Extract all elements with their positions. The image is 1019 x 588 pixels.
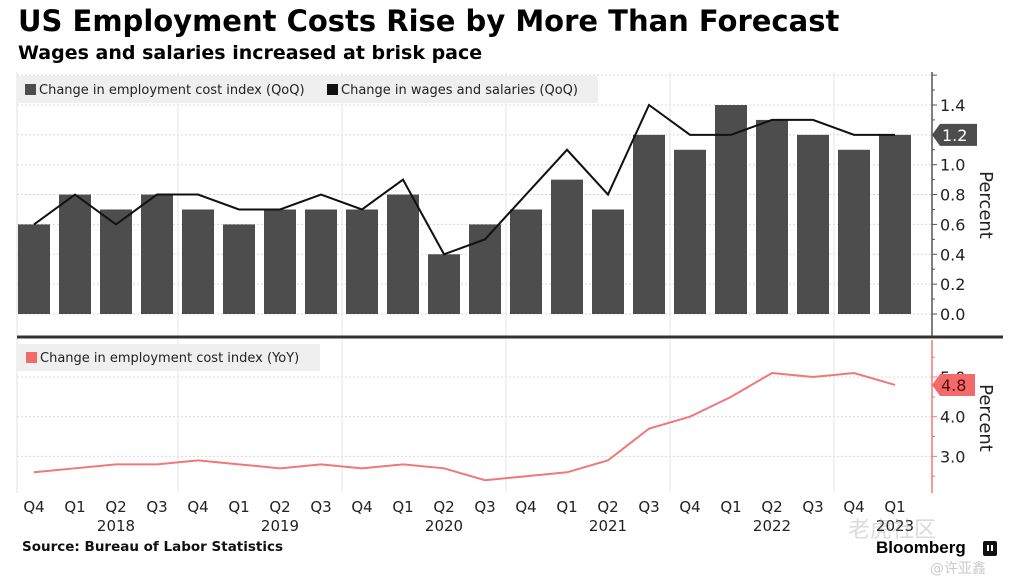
legend-swatch-wages-qoq <box>327 84 338 95</box>
bottom-value-marker-shape <box>932 373 975 396</box>
top-legend-box <box>18 76 598 103</box>
x-quarter-label: Q3 <box>146 498 167 516</box>
bar <box>838 149 870 314</box>
bar <box>387 194 419 314</box>
bar <box>674 149 706 314</box>
x-year-label: 2021 <box>589 517 627 535</box>
top-value-marker-label: 1.2 <box>942 126 967 145</box>
bar <box>469 224 501 314</box>
bottom-y-axis-title: Percent <box>975 384 996 452</box>
legend-label-wages-qoq: Change in wages and salaries (QoQ) <box>341 83 578 98</box>
bar <box>59 194 91 314</box>
bottom-tick-label: 4.0 <box>940 408 965 427</box>
bottom-value-marker-label: 4.8 <box>941 376 966 395</box>
x-year-label: 2019 <box>261 517 299 535</box>
legend-label-ecq-qoq: Change in employment cost index (QoQ) <box>39 83 305 98</box>
bar <box>510 209 542 314</box>
top-tick-label: 0.4 <box>940 245 965 264</box>
bar <box>715 104 747 314</box>
top-value-marker-shape <box>932 123 977 146</box>
x-quarter-label: Q2 <box>597 498 618 516</box>
top-tick-label: 1.0 <box>940 156 965 175</box>
source-note: Source: Bureau of Labor Statistics <box>22 539 284 555</box>
legend-label-eci-yoy: Change in employment cost index (YoY) <box>40 351 299 366</box>
bar <box>756 119 788 314</box>
x-quarter-label: Q4 <box>515 498 536 516</box>
top-last-value-marker: 1.2 <box>932 123 977 146</box>
x-quarter-label: Q4 <box>187 498 208 516</box>
bloomberg-logo: Bloomberg <box>876 538 966 557</box>
bar-series <box>18 104 911 314</box>
chart-title: US Employment Costs Rise by More Than Fo… <box>18 4 840 38</box>
bar <box>633 134 665 314</box>
bottom-legend-box <box>18 344 320 371</box>
bar <box>100 209 132 314</box>
bottom-gridlines <box>17 376 932 457</box>
x-quarter-label: Q3 <box>638 498 659 516</box>
x-quarter-label: Q4 <box>23 498 44 516</box>
x-quarter-label: Q1 <box>556 498 577 516</box>
yoy-line <box>33 372 896 482</box>
bar <box>346 209 378 314</box>
top-tick-label: 0.0 <box>940 305 965 324</box>
bar <box>264 209 296 314</box>
x-year-label: 2018 <box>97 517 135 535</box>
top-tick-label: 0.2 <box>940 275 965 294</box>
chart-subtitle: Wages and salaries increased at brisk pa… <box>18 42 483 64</box>
x-quarter-label: Q3 <box>474 498 495 516</box>
top-tick-label: 1.4 <box>940 96 965 115</box>
bottom-last-value-marker: 4.8 <box>932 373 975 396</box>
bottom-tick-label: 3.0 <box>940 447 965 466</box>
top-tick-label: 0.6 <box>940 215 965 234</box>
bloomberg-icon <box>983 541 997 556</box>
bar <box>305 209 337 314</box>
x-quarter-label: Q2 <box>761 498 782 516</box>
x-quarter-label: Q4 <box>351 498 372 516</box>
x-quarter-label: Q1 <box>392 498 413 516</box>
bar <box>592 209 624 314</box>
x-year-label: 2020 <box>425 517 463 535</box>
top-tick-label: 0.8 <box>940 186 965 205</box>
x-year-label: 2022 <box>753 517 791 535</box>
x-quarter-label: Q4 <box>843 498 864 516</box>
x-quarter-label: Q1 <box>720 498 741 516</box>
bar <box>428 254 460 314</box>
bar <box>141 194 173 314</box>
legend-swatch-ecq-qoq <box>25 84 36 95</box>
bar <box>879 134 911 314</box>
x-quarter-label: Q2 <box>433 498 454 516</box>
x-quarter-label: Q1 <box>228 498 249 516</box>
bar <box>18 224 50 314</box>
x-quarter-label: Q1 <box>884 498 905 516</box>
watermark-handle: @许亚鑫 <box>930 561 986 577</box>
x-quarter-label: Q2 <box>105 498 126 516</box>
x-quarter-label: Q3 <box>310 498 331 516</box>
x-quarter-label: Q3 <box>802 498 823 516</box>
top-y-axis-title: Percent <box>975 171 996 239</box>
bar <box>182 209 214 314</box>
x-quarter-label: Q1 <box>64 498 85 516</box>
top-y-ticks: 0.0 0.2 0.4 0.6 0.8 1.0 1.4 <box>932 74 965 324</box>
bar <box>551 179 583 314</box>
wages-line <box>33 103 895 256</box>
bar <box>797 134 829 314</box>
x-axis-labels: Q4 Q1 Q2 Q3 Q4 Q1 Q2 Q3 Q4 Q1 Q2 Q3 Q4 Q1 Q2 Q3 Q4 Q1 Q2 Q3… <box>23 498 914 535</box>
x-quarter-label: Q4 <box>679 498 700 516</box>
legend-swatch-eci-yoy <box>26 352 37 363</box>
x-year-label: 2023 <box>876 517 914 535</box>
watermark: 老虎社区 <box>848 518 937 543</box>
x-quarter-label: Q2 <box>269 498 290 516</box>
bar <box>223 224 255 314</box>
